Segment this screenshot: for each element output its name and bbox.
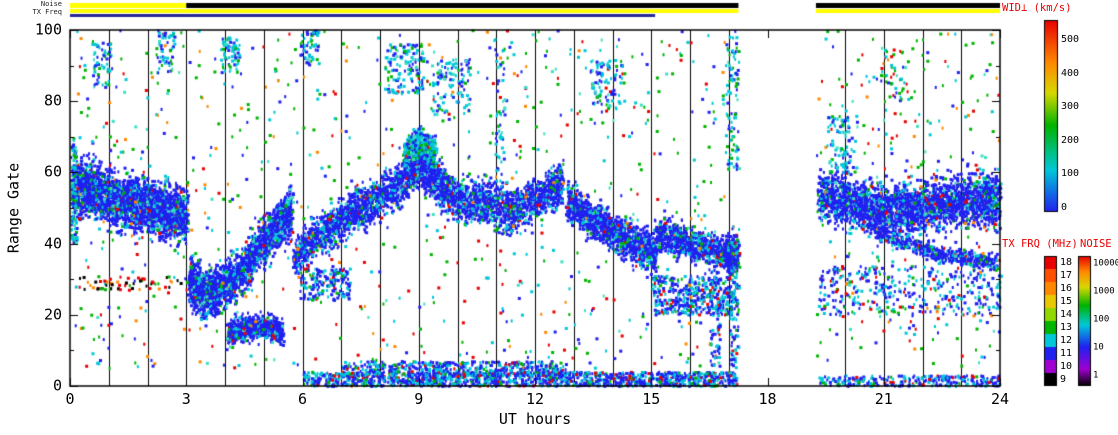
noise-colorbar-tick: 1 — [1093, 370, 1099, 381]
x-axis-label: UT hours — [498, 410, 572, 428]
wid-colorbar-tick: 400 — [1061, 67, 1080, 79]
txfrq-colorbar-tick: 16 — [1060, 282, 1073, 294]
x-tick-label: 9 — [414, 390, 424, 408]
txfreq-strip-label: TX Freq — [32, 8, 62, 16]
txfrq-colorbar-tick: 18 — [1060, 256, 1073, 268]
y-tick-label: 20 — [43, 305, 62, 324]
txfrq-colorbar-tick: 10 — [1060, 360, 1073, 372]
x-tick-label: 12 — [525, 390, 545, 408]
txfrq-colorbar-tick: 12 — [1060, 334, 1073, 346]
y-tick-label: 100 — [34, 20, 62, 39]
x-tick-label: 24 — [990, 390, 1010, 408]
y-tick-label: 0 — [52, 376, 62, 395]
txfrq-colorbar-tick: 13 — [1060, 321, 1073, 333]
wid-colorbar-tick: 300 — [1061, 101, 1080, 113]
txfrq-colorbar-tick: 11 — [1060, 347, 1073, 359]
noise-colorbar-tick: 1000 — [1093, 286, 1115, 297]
noise-colorbar-tick: 10 — [1093, 342, 1104, 353]
noise-colorbar-title: NOISE — [1080, 238, 1112, 250]
wid-colorbar-title: WID⊥ (km/s) — [1002, 2, 1072, 14]
x-tick-label: 18 — [758, 390, 777, 408]
noise-colorbar-tick: 10000 — [1093, 258, 1118, 269]
txfrq-colorbar-tick: 15 — [1060, 295, 1073, 307]
wid-colorbar-tick: 100 — [1061, 168, 1080, 180]
wid-colorbar-tick: 200 — [1061, 134, 1080, 146]
x-tick-label: 6 — [297, 390, 308, 408]
y-tick-label: 40 — [43, 234, 62, 253]
x-tick-label: 21 — [874, 390, 893, 408]
txfrq-colorbar-tick: 9 — [1060, 373, 1067, 385]
y-tick-label: 80 — [43, 91, 62, 110]
noise-colorbar-tick: 100 — [1093, 314, 1110, 325]
noise-strip-label: Noise — [40, 0, 62, 8]
x-tick-label: 3 — [181, 390, 191, 408]
x-tick-label: 0 — [65, 390, 75, 408]
y-axis-label: Range Gate — [4, 162, 23, 254]
wid-colorbar-tick: 500 — [1061, 34, 1080, 45]
txfrq-colorbar-tick: 17 — [1060, 269, 1073, 281]
wid-colorbar-tick: 0 — [1061, 202, 1068, 213]
y-tick-label: 60 — [43, 162, 62, 181]
txfrq-colorbar-tick: 14 — [1060, 308, 1073, 320]
txfrq-colorbar-title: TX FRQ (MHz) — [1002, 238, 1078, 250]
x-tick-label: 15 — [642, 390, 661, 408]
